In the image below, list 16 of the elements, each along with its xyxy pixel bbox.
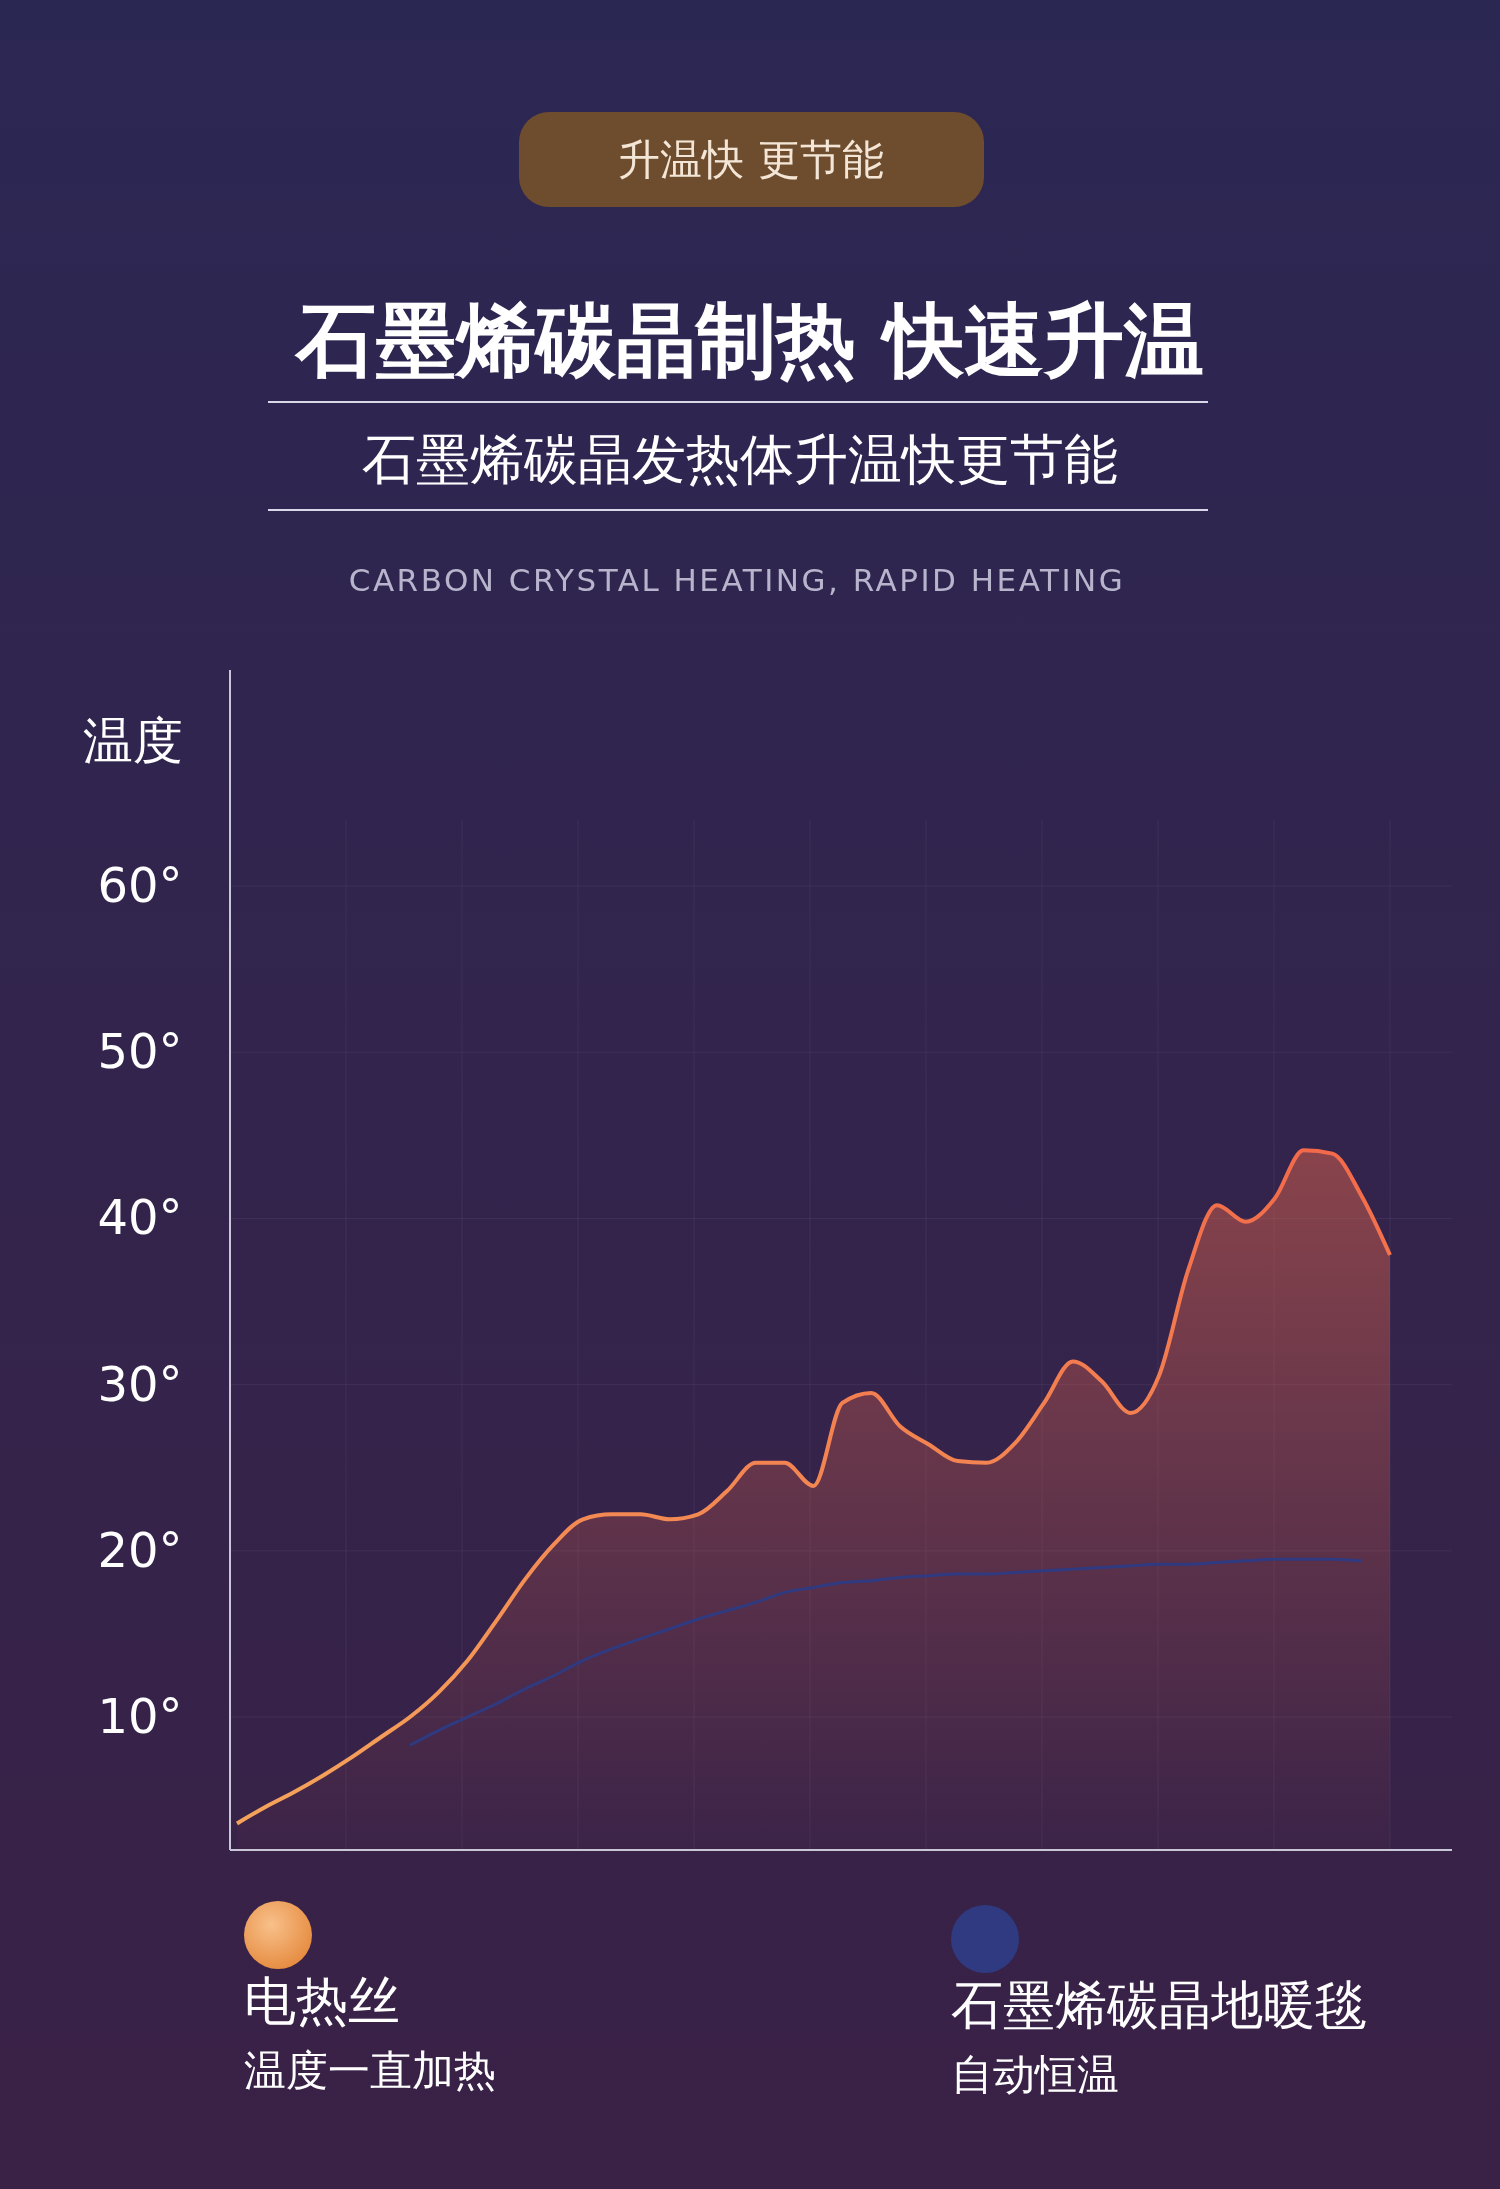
chart-subtitle: 石墨烯碳晶发热体升温快更节能: [362, 428, 1118, 491]
line-series: [408, 1557, 1363, 1747]
y-axis-title: 温度: [83, 712, 183, 770]
y-tick-label: 20°: [97, 1521, 183, 1578]
chart-title: 石墨烯碳晶制热 快速升温: [294, 294, 1204, 387]
y-tick-label: 40°: [97, 1189, 183, 1246]
text: CARBON CRYSTAL HEATING, RAPID HEATING: [348, 562, 1126, 598]
y-tick-label: 10°: [97, 1688, 183, 1745]
text: 自动恒温: [951, 2050, 1119, 2099]
text: 温度一直加热: [244, 2046, 496, 2095]
legend-label: 石墨烯碳晶地暖毯: [951, 1975, 1367, 2035]
y-tick-label: 30°: [97, 1355, 183, 1412]
text: 升温快 更节能: [618, 135, 884, 184]
legend-label: 电热丝: [244, 1971, 400, 2031]
y-tick-label: 60°: [97, 857, 183, 914]
y-tick-label: 50°: [97, 1023, 183, 1080]
